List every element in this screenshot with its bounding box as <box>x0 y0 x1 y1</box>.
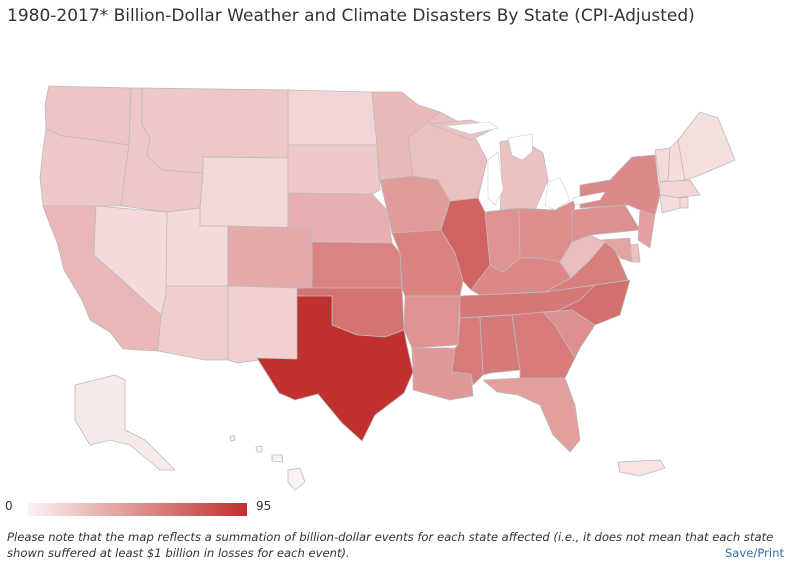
state-md[interactable] <box>599 237 633 263</box>
state-wy[interactable] <box>199 156 289 229</box>
state-ar[interactable] <box>403 295 461 349</box>
state-me[interactable] <box>677 111 736 181</box>
footnote: Please note that the map reflects a summ… <box>7 530 774 560</box>
legend-max-label: 95 <box>256 499 272 513</box>
state-ma[interactable] <box>659 179 701 199</box>
state-nc[interactable] <box>542 279 631 326</box>
state-nj[interactable] <box>637 209 656 249</box>
legend-min-label: 0 <box>5 499 13 513</box>
state-ia[interactable] <box>379 175 451 234</box>
state-pr[interactable] <box>617 459 666 477</box>
state-ak[interactable] <box>74 374 176 471</box>
state-ri[interactable] <box>679 196 689 209</box>
state-nm[interactable] <box>227 285 298 366</box>
state-az[interactable] <box>157 285 229 361</box>
state-fl[interactable] <box>482 377 581 453</box>
state-nd[interactable] <box>287 89 378 146</box>
great-lakes <box>444 121 606 211</box>
state-al[interactable] <box>479 314 521 376</box>
save-print-link[interactable]: Save/Print <box>724 546 784 560</box>
state-tx[interactable] <box>256 295 414 442</box>
state-sd[interactable] <box>287 144 381 195</box>
state-hi[interactable] <box>229 434 306 491</box>
color-scale-legend <box>28 501 247 516</box>
state-ks[interactable] <box>311 241 403 289</box>
state-co[interactable] <box>227 225 313 289</box>
states-layer <box>39 85 736 491</box>
map-title: 1980-2017* Billion-Dollar Weather and Cl… <box>7 6 695 26</box>
state-pa[interactable] <box>571 204 641 243</box>
state-ct[interactable] <box>659 194 681 214</box>
state-wv[interactable] <box>559 234 606 279</box>
